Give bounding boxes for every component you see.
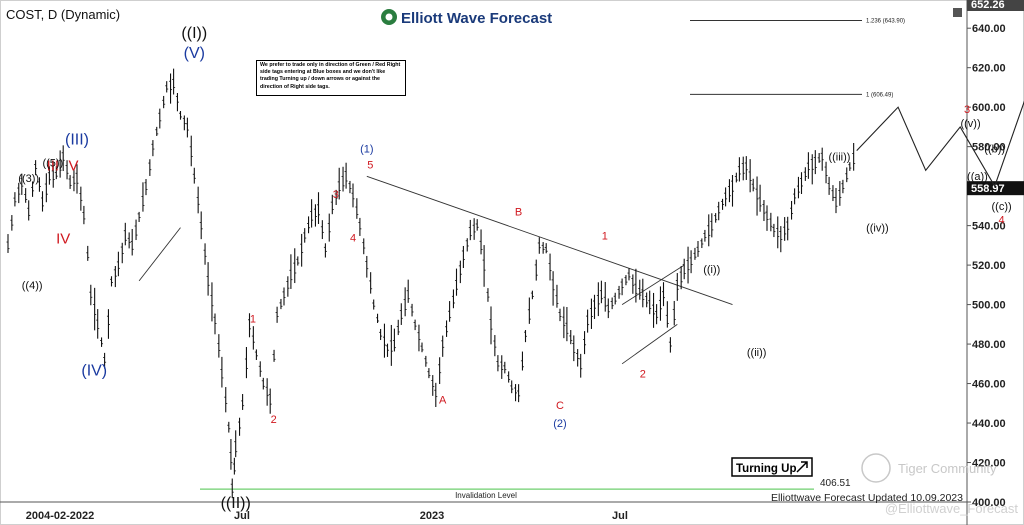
fib-level-label: 1 (606.49)	[866, 92, 893, 98]
y-tick-label: 640.00	[972, 23, 1006, 35]
watermark-text: Tiger Community	[898, 461, 997, 476]
y-tick-label: 420.00	[972, 458, 1006, 470]
x-tick-label: Jul	[234, 510, 250, 522]
y-tick-label: 500.00	[972, 300, 1006, 312]
y-tick-label: 540.00	[972, 221, 1006, 233]
top-price-badge	[967, 0, 1024, 11]
turning-up-box	[731, 457, 813, 477]
wave-label: 4	[999, 215, 1005, 227]
wave-label: ((I))	[181, 25, 207, 42]
wave-label: ((a))	[967, 171, 988, 183]
wave-label: ((iv))	[866, 223, 889, 235]
wave-label: 1	[602, 230, 608, 242]
y-tick-label: 400.00	[972, 497, 1006, 509]
y-tick-label: 620.00	[972, 63, 1006, 75]
fib-level-label: 1.236 (643.90)	[866, 19, 905, 25]
turning-up-label: Turning Up	[736, 463, 796, 475]
wave-label: (IV)	[81, 363, 107, 380]
watermark-user: @Elliottwave_Forecast	[885, 501, 1019, 516]
wave-label: ((i))	[703, 264, 720, 276]
arrow-up-right-icon	[796, 461, 808, 473]
wave-label: ((v))	[960, 118, 980, 130]
x-tick-label: 2023	[420, 510, 444, 522]
tiger-logo-icon	[861, 453, 891, 483]
wave-label: C	[556, 400, 564, 412]
wave-label: (V)	[184, 45, 205, 62]
x-tick-label: Jul	[612, 510, 628, 522]
wave-label: 3	[333, 189, 339, 201]
projection-path	[856, 100, 1024, 188]
y-tick-label: 460.00	[972, 379, 1006, 391]
wave-label: 2	[271, 414, 277, 426]
wave-label: III	[47, 157, 60, 174]
wave-label: ((3))	[18, 173, 39, 185]
wave-label: ((4))	[22, 280, 43, 292]
wave-label: (III)	[65, 132, 89, 149]
trendline	[138, 227, 181, 282]
wave-label: 1	[250, 313, 256, 325]
y-tick-label: 520.00	[972, 260, 1006, 272]
current-price-label: 558.97	[971, 183, 1005, 195]
trendline	[621, 264, 685, 305]
invalidation-price: 406.51	[820, 478, 851, 489]
wave-label: IV	[56, 230, 70, 247]
wave-label: V	[69, 157, 79, 174]
invalidation-label: Invalidation Level	[455, 491, 517, 500]
wave-label: ((ii))	[747, 347, 767, 359]
brand-name: Elliott Wave Forecast	[401, 10, 552, 27]
y-tick-label: 580.00	[972, 142, 1006, 154]
top-price-label: 652.26	[971, 0, 1005, 11]
wave-label: 4	[350, 232, 356, 244]
x-tick-label: 2004-02-2022	[26, 510, 95, 522]
wave-label: A	[439, 394, 447, 406]
wave-label: 5	[367, 159, 373, 171]
wave-label: 2	[640, 369, 646, 381]
settings-icon	[953, 8, 962, 17]
wave-label: ((iii))	[828, 151, 850, 163]
wave-label: B	[515, 207, 522, 219]
wave-label: (1)	[360, 144, 373, 156]
wave-label: ((b))	[984, 144, 1005, 156]
wave-label: ((II))	[221, 495, 251, 512]
trading-note: We prefer to trade only in direction of …	[256, 60, 406, 96]
y-tick-label: 600.00	[972, 102, 1006, 114]
wave-label: 3	[964, 104, 970, 116]
y-tick-label: 440.00	[972, 418, 1006, 430]
wave-label: (2)	[553, 418, 566, 430]
trendline	[621, 323, 678, 365]
wave-label: ((c))	[992, 201, 1012, 213]
y-tick-label: 480.00	[972, 339, 1006, 351]
update-footer: Elliottwave Forecast Updated 10.09.2023	[771, 492, 963, 504]
wave-label: ((5))	[42, 157, 63, 169]
chart-title: COST, D (Dynamic)	[6, 7, 120, 22]
current-price-badge	[967, 181, 1024, 196]
brand-logo-icon-inner	[385, 13, 393, 21]
trendline	[366, 175, 733, 306]
